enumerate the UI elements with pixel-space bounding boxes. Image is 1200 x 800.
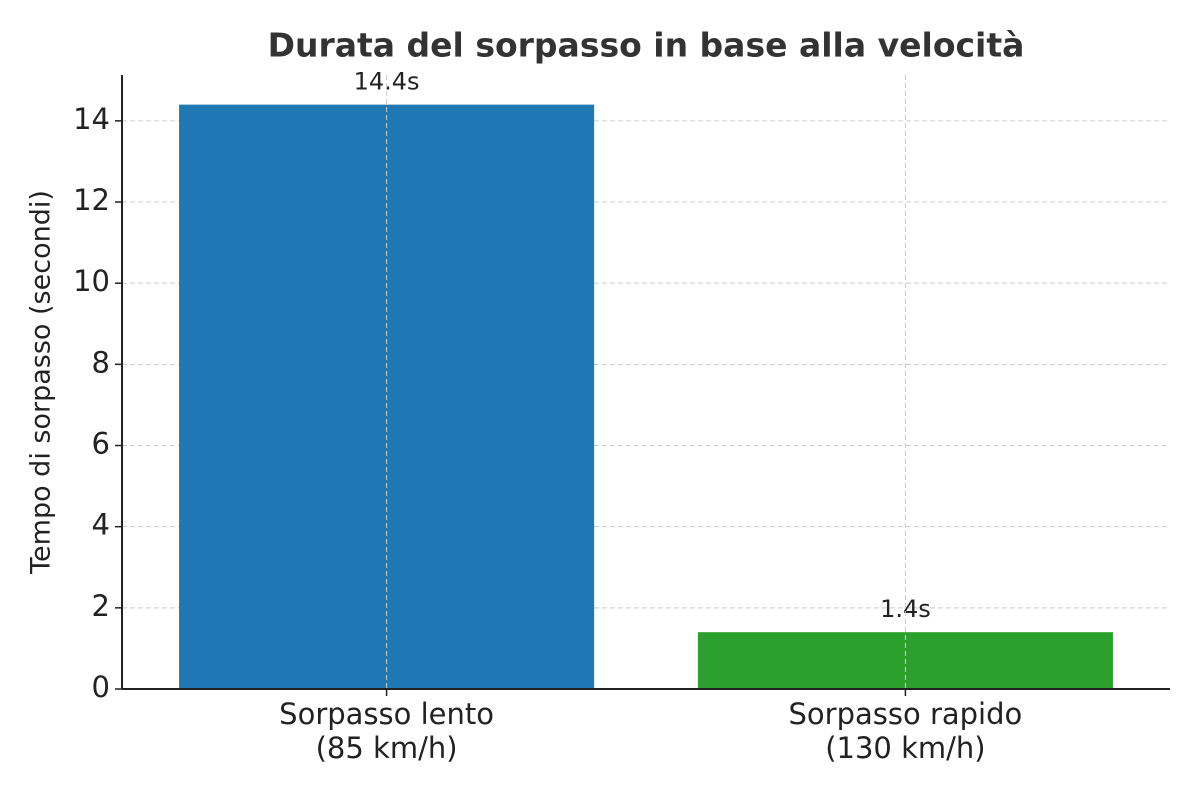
y-tick-label: 14 bbox=[73, 102, 110, 136]
y-tick-label: 4 bbox=[92, 508, 110, 542]
y-axis-label: Tempo di sorpasso (secondi) bbox=[26, 190, 57, 575]
y-tick-label: 0 bbox=[92, 670, 110, 704]
y-tick-label: 10 bbox=[73, 264, 110, 298]
y-tick-label: 8 bbox=[92, 345, 110, 379]
y-tick-label: 12 bbox=[73, 183, 110, 217]
x-tick-label: Sorpasso rapido (130 km/h) bbox=[788, 697, 1023, 765]
value-label: 14.4s bbox=[354, 68, 420, 96]
x-tick-label: Sorpasso lento (85 km/h) bbox=[279, 697, 494, 765]
y-tick-label: 2 bbox=[92, 589, 110, 623]
y-tick-label: 6 bbox=[92, 427, 110, 461]
chart-title: Durata del sorpasso in base alla velocit… bbox=[268, 26, 1025, 65]
